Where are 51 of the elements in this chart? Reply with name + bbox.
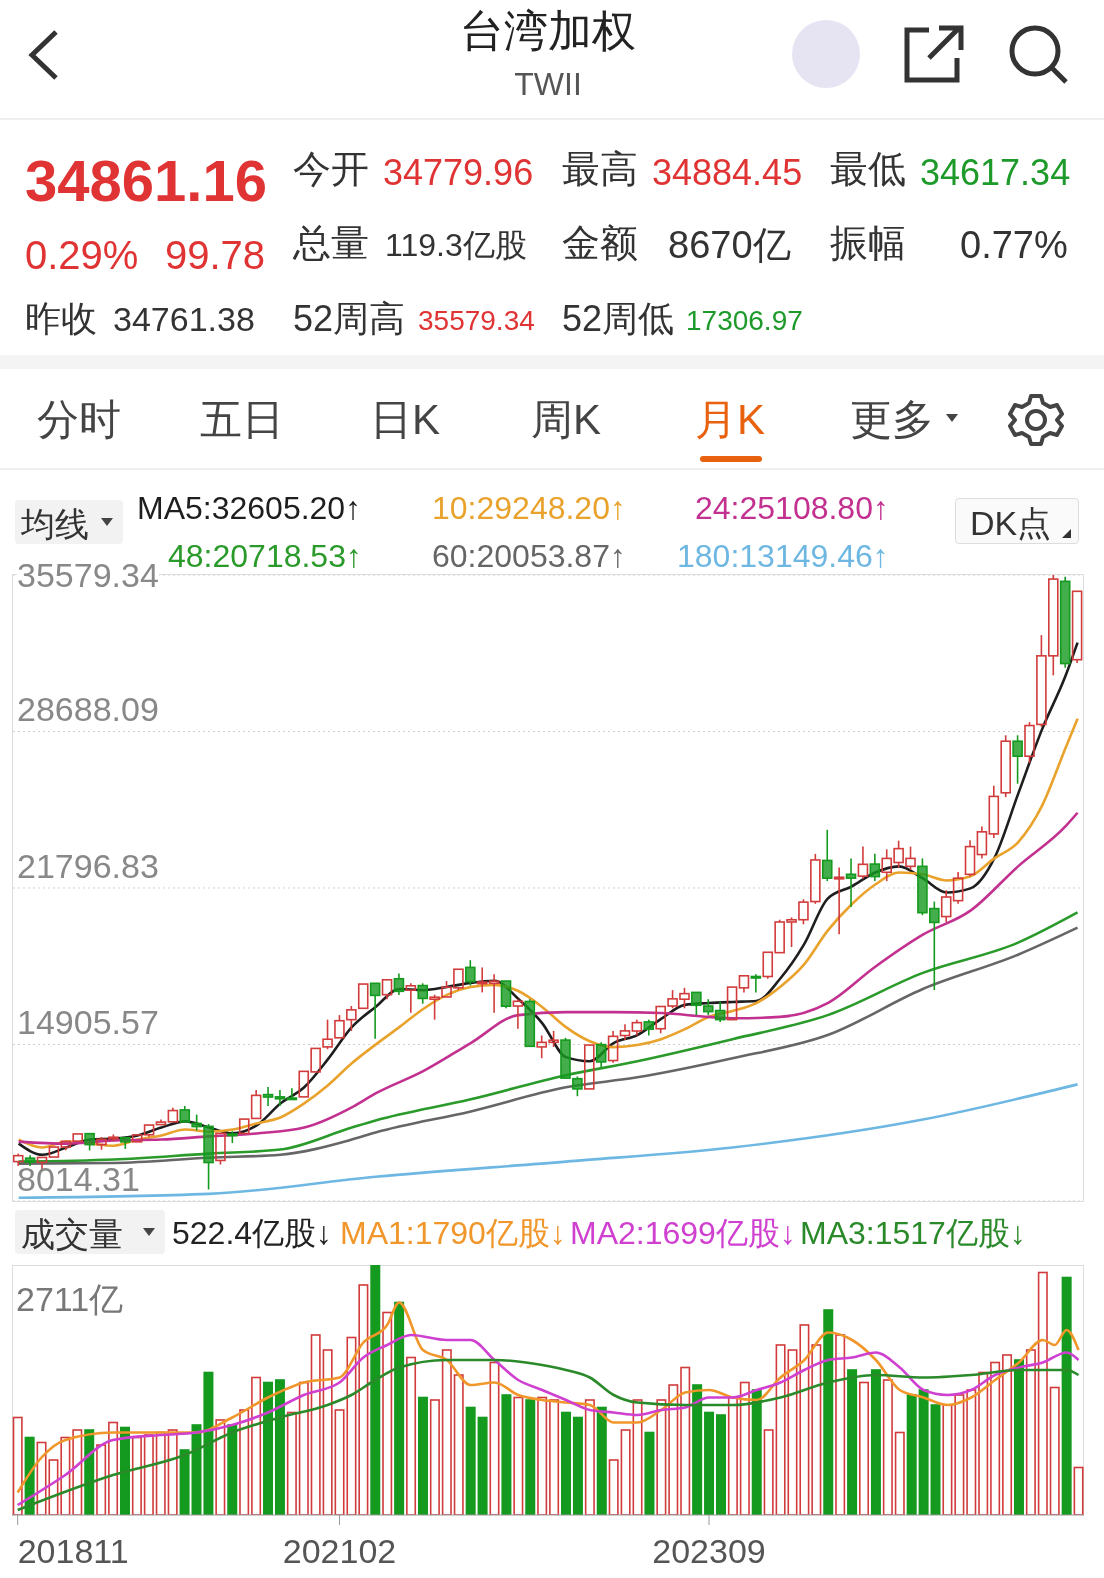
text: MA3:1517亿股↓ [800,1214,1026,1253]
text: 10:29248.20↑ [432,490,626,527]
text: DK点 [970,503,1052,544]
text: 更多 [850,396,934,445]
y-tick-label: 21796.83 [17,846,159,886]
text: 17306.97 [686,305,803,338]
x-tick-label: 202102 [282,1532,397,1570]
text: 最高 [562,148,638,192]
text: 34884.45 [652,152,803,194]
text: 分时 [37,396,121,445]
text: 金额 [562,222,638,266]
text: 52周低 [562,298,675,340]
text: 35579.34 [418,305,535,338]
text: 0.77% [960,224,1068,268]
text: 台湾加权 [459,5,637,57]
text: 34779.96 [383,152,534,194]
text: 振幅 [830,222,906,266]
text: MA5:32605.20↑ [137,490,362,527]
y-tick-label: 35579.34 [17,555,159,595]
chart-title: 均线 [21,504,89,545]
text: 34761.38 [113,300,255,340]
y-tick-label: 28688.09 [17,689,159,730]
text: 最低 [830,148,906,192]
annotation: 2711亿 [16,1279,124,1320]
y-tick-label: 14905.57 [17,1002,159,1043]
text: 34617.34 [920,152,1071,194]
chart-title: 成交量 [21,1214,123,1255]
text: 119.3亿股 [385,227,527,264]
text: 月K [695,396,766,445]
text: 8670亿 [668,224,791,268]
text: 总量 [293,222,369,266]
text: 34861.16 [25,148,267,215]
x-tick-label: 202309 [652,1532,766,1570]
text: TWII [513,66,583,103]
x-tick-label: 201811 [17,1532,129,1570]
text: 0.29% [25,232,139,278]
text: 52周高 [293,298,406,340]
text: 48:20718.53↑ [168,538,362,575]
text: 522.4亿股↓ [172,1214,333,1253]
text: 五日 [200,396,284,445]
y-tick-label: 8014.31 [17,1159,140,1199]
text: 周K [531,396,602,445]
text: 180:13149.46↑ [677,538,889,575]
text: 日K [370,396,441,445]
text: 99.78 [165,232,266,278]
text: 24:25108.80↑ [695,490,889,527]
text: 60:20053.87↑ [432,538,626,575]
text: MA1:1790亿股↓ [340,1214,566,1253]
text: 今开 [293,148,369,192]
text: 昨收 [25,298,97,340]
text: MA2:1699亿股↓ [570,1214,796,1253]
